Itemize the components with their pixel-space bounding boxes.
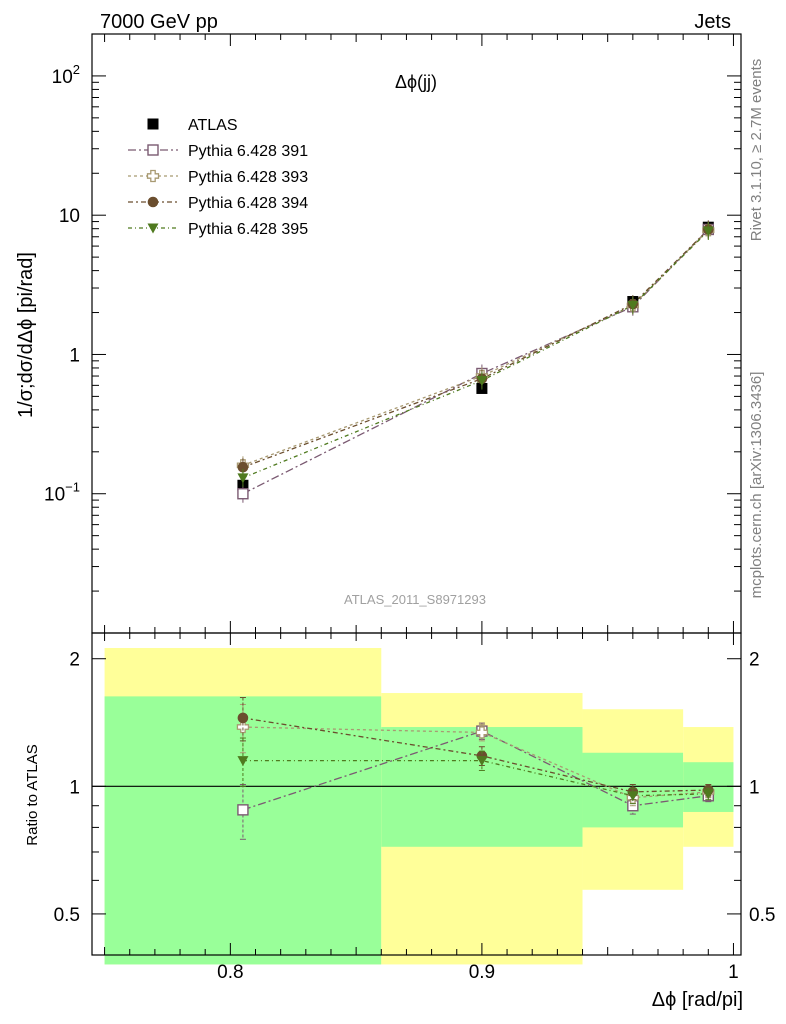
axes-frames xyxy=(91,33,742,956)
ratio-point-1-0 xyxy=(236,720,250,734)
ratio-y-tick-label-right-1: 1 xyxy=(749,777,760,798)
ratio-point-3-0 xyxy=(237,756,249,767)
ratio-line-2 xyxy=(242,717,709,793)
legend-marker-0 xyxy=(147,118,159,130)
rivet-version-label: Rivet 3.1.10, ≥ 2.7M events xyxy=(748,59,765,242)
ratio-y-tick-label-right-0: 2 xyxy=(749,650,760,671)
ratio-y-tick-label-left-0: 2 xyxy=(69,650,80,671)
legend-marker-1 xyxy=(147,144,159,156)
legend-label-1: Pythia 6.428 391 xyxy=(188,143,308,160)
ratio-point-3-1 xyxy=(476,756,488,767)
x-axis-label: Δϕ [rad/pi] xyxy=(652,989,743,1011)
legend-label-4: Pythia 6.428 395 xyxy=(188,221,308,238)
ratio-point-2-0 xyxy=(237,712,249,724)
legend: ATLAS Pythia 6.428 391 Pythia 6.428 393 Pyt… xyxy=(128,117,308,238)
main-point-4-1 xyxy=(476,376,488,387)
main-point-4-3 xyxy=(702,226,714,237)
ratio-plot-frame xyxy=(91,632,742,956)
ratio-point-1-1 xyxy=(475,726,489,739)
header-right-label: Jets xyxy=(694,11,731,33)
main-point-1-0 xyxy=(237,488,249,500)
ratio-uncertainty-bands xyxy=(104,648,734,965)
ratio-point-3-2 xyxy=(627,791,639,802)
series-lines xyxy=(242,228,709,811)
main-y-tick-label-3: 10−1 xyxy=(44,480,80,506)
legend-label-3: Pythia 6.428 394 xyxy=(188,195,308,212)
main-point-4-0 xyxy=(237,473,249,484)
analysis-watermark: ATLAS_2011_S8971293 xyxy=(344,592,486,607)
mcplots-source-label: mcplots.cern.ch [arXiv:1306.3436] xyxy=(748,372,765,599)
legend-marker-3 xyxy=(147,196,159,208)
main-y-tick-label-2: 1 xyxy=(69,345,80,366)
axis-ticks: 0.8 0.9 1 102 10 1 10−1 2 2 1 1 0.5 0.5 xyxy=(44,33,775,983)
main-point-3-0 xyxy=(237,461,249,473)
main-line-4 xyxy=(242,230,709,479)
legend-marker-2 xyxy=(146,169,160,183)
ratio-y-tick-label-right-2: 0.5 xyxy=(749,905,775,926)
main-y-axis-label: 1/σ;dσ/dΔϕ [pi/rad] xyxy=(15,252,37,418)
x-tick-label-1: 0.9 xyxy=(469,962,495,983)
x-tick-label-0: 0.8 xyxy=(217,962,243,983)
header-left-label: 7000 GeV pp xyxy=(100,11,218,33)
legend-marker-4 xyxy=(147,223,159,234)
plot-title: Δϕ(jj) xyxy=(395,72,437,92)
series-markers xyxy=(236,220,715,840)
ratio-y-tick-label-left-1: 1 xyxy=(69,777,80,798)
x-tick-label-2: 1 xyxy=(728,962,739,983)
ratio-y-tick-label-left-2: 0.5 xyxy=(54,905,80,926)
main-line-2 xyxy=(242,229,709,466)
ratio-line-3 xyxy=(242,759,709,797)
main-line-1 xyxy=(242,228,709,495)
ratio-point-3-3 xyxy=(702,789,714,800)
main-line-3 xyxy=(242,228,709,468)
main-y-tick-label-1: 10 xyxy=(59,206,80,227)
legend-label-2: Pythia 6.428 393 xyxy=(188,169,308,186)
legend-label-0: ATLAS xyxy=(188,117,238,134)
main-y-tick-label-0: 102 xyxy=(52,62,80,88)
ratio-y-axis-label: Ratio to ATLAS xyxy=(24,744,41,845)
ratio-point-0-0 xyxy=(237,804,249,816)
main-point-4-2 xyxy=(627,300,639,311)
